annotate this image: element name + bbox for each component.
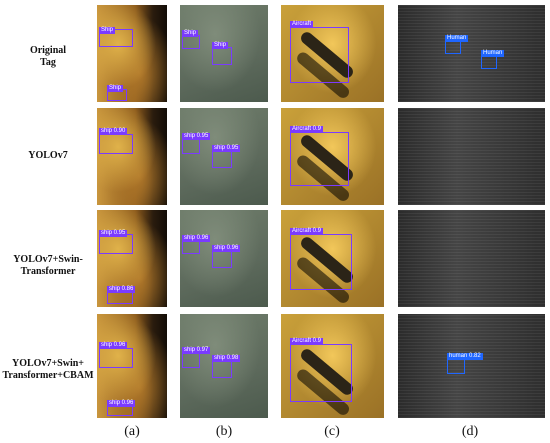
detection-label: Ship [212,42,229,49]
column-label-c: (c) [324,424,340,439]
detection-box [290,234,352,290]
column-label-b: (b) [215,424,233,439]
detection-label: ship 0.90 [99,128,128,135]
detection-box [290,344,352,402]
detection-box [99,234,133,254]
detection-box [182,240,200,254]
detection-box [212,150,232,168]
image-a-row2: ship 0.90 [97,108,167,205]
detection-label: Human [445,35,469,42]
detection-label: Aircraft 0.9 [290,126,324,133]
detection-label: Aircraft 0.9 [290,338,324,345]
detection-box [445,40,461,54]
detection-label: Ship [99,27,116,34]
detection-label: ship 0.96 [99,342,128,349]
row-label-yolov7-swin: YOLOv7+Swin- Transformer [13,254,83,277]
detection-label: Aircraft [290,21,314,28]
detection-label: Ship [182,30,199,37]
detection-label: ship 0.96 [182,235,211,242]
image-a-row4: ship 0.96 ship 0.96 [97,314,167,418]
detection-box [99,348,133,368]
image-a-row1: Ship Ship [97,5,167,102]
detection-label: ship 0.98 [212,355,241,362]
detection-box [290,27,349,83]
image-b-row3: ship 0.96 ship 0.96 [180,210,268,307]
image-d-row2 [398,108,545,205]
detection-label: human 0.82 [447,353,483,360]
column-label-a: (a) [124,424,140,439]
detection-label: ship 0.86 [107,286,136,293]
detection-label: Human [481,50,505,57]
image-d-row3 [398,210,545,307]
detection-label: Aircraft 0.9 [290,228,324,235]
detection-box [212,250,232,268]
image-a-row3: ship 0.95 ship 0.86 [97,210,167,307]
detection-box [290,132,349,186]
image-c-row1: Aircraft [281,5,384,102]
detection-label: ship 0.97 [182,347,211,354]
detection-box [212,47,232,65]
detection-box [447,358,465,374]
detection-box [182,352,200,368]
detection-box [99,134,133,154]
detection-label: ship 0.95 [182,133,211,140]
detection-label: ship 0.95 [99,230,128,237]
detection-label: Ship [107,85,124,92]
detection-box [481,55,497,69]
detection-box [99,29,133,47]
image-c-row4: Aircraft 0.9 [281,314,384,418]
image-d-row1: Human Human [398,5,545,102]
detection-box [182,138,200,154]
row-label-original-tag: Original Tag [29,45,67,68]
image-b-row1: Ship Ship [180,5,268,102]
detection-label: ship 0.95 [212,145,241,152]
row-label-yolov7-swin-cbam: YOLOv7+Swin+ Transformer+CBAM [2,358,94,381]
image-c-row2: Aircraft 0.9 [281,108,384,205]
image-b-row2: ship 0.95 ship 0.95 [180,108,268,205]
detection-box [212,360,232,378]
image-b-row4: ship 0.97 ship 0.98 [180,314,268,418]
image-c-row3: Aircraft 0.9 [281,210,384,307]
row-label-yolov7: YOLOv7 [28,150,68,161]
detection-label: ship 0.96 [212,245,241,252]
detection-box [182,35,200,49]
column-label-d: (d) [461,424,479,439]
detection-label: ship 0.96 [107,400,136,407]
image-d-row4: human 0.82 [398,314,545,418]
